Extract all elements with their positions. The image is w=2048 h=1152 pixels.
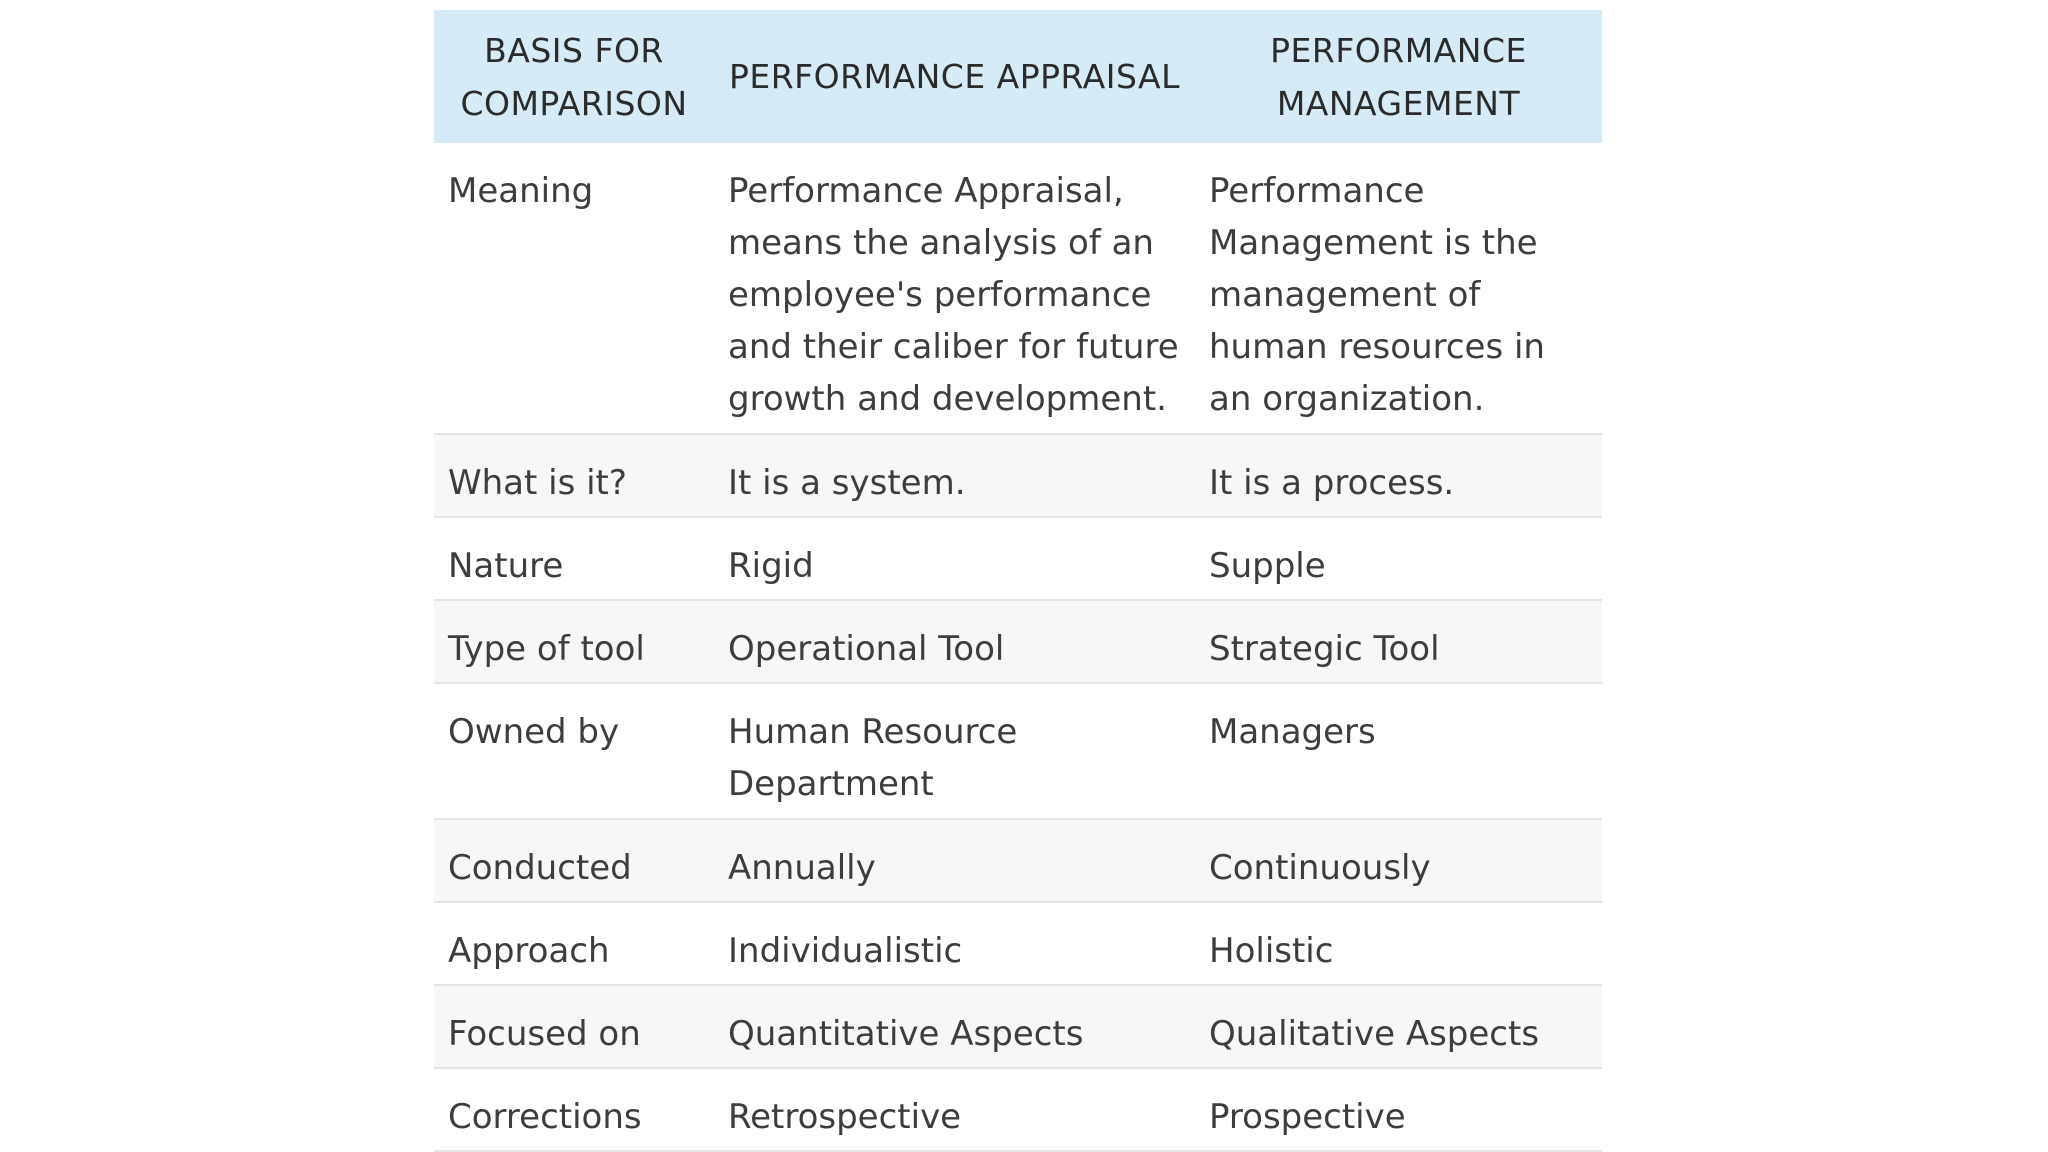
table-body: Meaning Performance Appraisal, means the… (434, 143, 1602, 1152)
management-cell: Supple (1195, 517, 1602, 601)
management-cell: Prospective (1195, 1068, 1602, 1152)
basis-cell: Corrections (434, 1068, 714, 1152)
basis-cell: Nature (434, 517, 714, 601)
header-row: BASIS FOR COMPARISON PERFORMANCE APPRAIS… (434, 10, 1602, 143)
management-cell: It is a process. (1195, 434, 1602, 518)
basis-cell: Meaning (434, 143, 714, 435)
basis-cell: Owned by (434, 683, 714, 820)
basis-cell: Conducted (434, 819, 714, 903)
table-row: Owned by Human Resource Department Manag… (434, 683, 1602, 820)
management-cell: Strategic Tool (1195, 600, 1602, 684)
management-cell: Performance Management is the management… (1195, 143, 1602, 435)
comparison-table: BASIS FOR COMPARISON PERFORMANCE APPRAIS… (434, 10, 1602, 1152)
appraisal-cell: Annually (714, 819, 1195, 903)
appraisal-cell: Individualistic (714, 902, 1195, 986)
header-appraisal: PERFORMANCE APPRAISAL (714, 10, 1195, 143)
table-row: Corrections Retrospective Prospective (434, 1068, 1602, 1152)
appraisal-cell: Performance Appraisal, means the analysi… (714, 143, 1195, 435)
table-row: Approach Individualistic Holistic (434, 902, 1602, 986)
appraisal-cell: It is a system. (714, 434, 1195, 518)
table-row: Type of tool Operational Tool Strategic … (434, 600, 1602, 684)
appraisal-cell: Quantitative Aspects (714, 985, 1195, 1069)
management-cell: Continuously (1195, 819, 1602, 903)
appraisal-cell: Retrospective (714, 1068, 1195, 1152)
table-row: Focused on Quantitative Aspects Qualitat… (434, 985, 1602, 1069)
header-management: PERFORMANCE MANAGEMENT (1195, 10, 1602, 143)
table-row: Meaning Performance Appraisal, means the… (434, 143, 1602, 435)
appraisal-cell: Human Resource Department (714, 683, 1195, 820)
header-basis: BASIS FOR COMPARISON (434, 10, 714, 143)
table-row: What is it? It is a system. It is a proc… (434, 434, 1602, 518)
basis-cell: Focused on (434, 985, 714, 1069)
management-cell: Managers (1195, 683, 1602, 820)
management-cell: Holistic (1195, 902, 1602, 986)
basis-cell: Approach (434, 902, 714, 986)
appraisal-cell: Rigid (714, 517, 1195, 601)
appraisal-cell: Operational Tool (714, 600, 1195, 684)
table-row: Conducted Annually Continuously (434, 819, 1602, 903)
basis-cell: What is it? (434, 434, 714, 518)
table-header: BASIS FOR COMPARISON PERFORMANCE APPRAIS… (434, 10, 1602, 143)
basis-cell: Type of tool (434, 600, 714, 684)
management-cell: Qualitative Aspects (1195, 985, 1602, 1069)
table-row: Nature Rigid Supple (434, 517, 1602, 601)
